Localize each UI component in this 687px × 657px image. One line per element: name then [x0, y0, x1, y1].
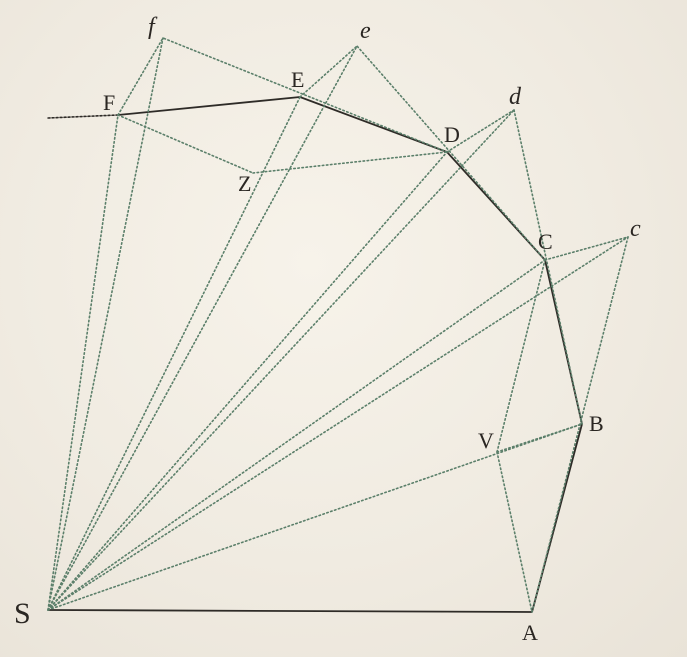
- line-F-f: [117, 37, 164, 116]
- ray-S-F: [47, 114, 119, 611]
- label-d: d: [509, 84, 522, 110]
- line-C-e: [356, 45, 546, 261]
- label-S: S: [14, 597, 31, 630]
- line-B-d: [513, 109, 583, 425]
- construction-lines: [117, 37, 629, 613]
- line-C-c: [544, 236, 629, 261]
- line-V-C: [496, 259, 546, 453]
- label-E: E: [291, 67, 304, 92]
- point-labels: S A B C D E F V Z c d e f: [14, 14, 641, 645]
- label-A: A: [522, 620, 538, 645]
- label-Z: Z: [238, 171, 251, 196]
- ray-S-C: [47, 259, 546, 611]
- line-V-B: [496, 423, 583, 453]
- edge-F-extension: [47, 114, 119, 119]
- label-B: B: [589, 411, 604, 436]
- label-e: e: [360, 18, 371, 44]
- line-E-e: [299, 45, 358, 98]
- ray-S-D: [47, 151, 448, 611]
- ray-S-B: [47, 423, 583, 611]
- label-c: c: [630, 216, 641, 242]
- line-D-d: [446, 109, 515, 153]
- ray-S-e: [47, 45, 358, 611]
- ray-S-E: [47, 96, 301, 611]
- edge-SA: [47, 609, 533, 613]
- label-V: V: [478, 428, 494, 453]
- line-V-A: [496, 451, 533, 613]
- label-C: C: [538, 229, 553, 254]
- line-D-f: [162, 37, 448, 153]
- line-F-Z: [117, 114, 254, 174]
- line-Z-D: [252, 151, 448, 174]
- edge-EF: [117, 96, 301, 116]
- label-F: F: [103, 90, 115, 115]
- ray-S-d: [47, 109, 515, 611]
- ray-S-f: [47, 37, 164, 611]
- solid-edges: [47, 96, 583, 613]
- ray-S-c: [47, 236, 629, 611]
- rays-from-S: [47, 37, 629, 611]
- label-D: D: [444, 122, 460, 147]
- label-f: f: [148, 14, 158, 40]
